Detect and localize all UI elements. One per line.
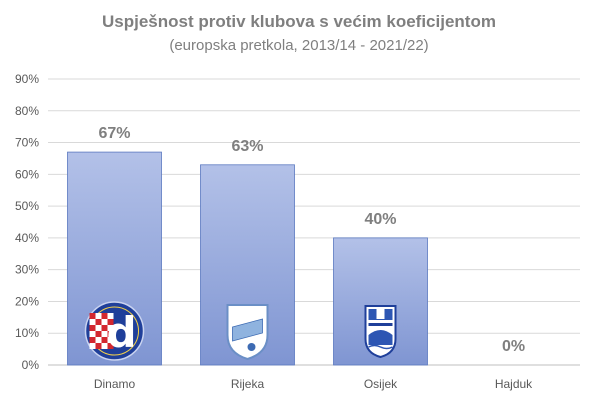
y-tick-label: 50% bbox=[15, 199, 39, 213]
x-tick-label: Hajduk bbox=[495, 377, 533, 391]
svg-text:d: d bbox=[106, 308, 136, 357]
osijek-logo bbox=[364, 305, 397, 359]
y-tick-label: 80% bbox=[15, 104, 39, 118]
y-tick-label: 70% bbox=[15, 136, 39, 150]
club-logos: d bbox=[84, 301, 397, 361]
dinamo-logo: d bbox=[84, 301, 145, 361]
bars bbox=[67, 151, 428, 366]
y-tick-label: 30% bbox=[15, 263, 39, 277]
chart-subtitle: (europska pretkola, 2013/14 - 2021/22) bbox=[169, 37, 428, 54]
y-tick-label: 20% bbox=[15, 294, 39, 308]
x-tick-label: Dinamo bbox=[94, 377, 136, 391]
x-axis-ticks: Dinamo Rijeka Osijek Hajduk bbox=[94, 377, 533, 391]
data-label-osijek: 40% bbox=[364, 211, 396, 228]
y-tick-label: 0% bbox=[22, 358, 40, 372]
x-tick-label: Rijeka bbox=[231, 377, 265, 391]
y-tick-label: 90% bbox=[15, 72, 39, 86]
data-labels: 67% 63% 40% 0% bbox=[98, 125, 525, 355]
y-tick-label: 10% bbox=[15, 326, 39, 340]
x-tick-label: Osijek bbox=[364, 377, 398, 391]
chart-title: Uspješnost protiv klubova s većim koefic… bbox=[102, 12, 496, 31]
y-tick-label: 40% bbox=[15, 231, 39, 245]
data-label-rijeka: 63% bbox=[231, 138, 263, 155]
rijeka-logo bbox=[226, 304, 269, 361]
data-label-hajduk: 0% bbox=[502, 338, 525, 355]
data-label-dinamo: 67% bbox=[98, 125, 130, 142]
y-axis-ticks: 0% 10% 20% 30% 40% 50% 60% 70% 80% 90% bbox=[15, 72, 39, 372]
y-tick-label: 60% bbox=[15, 167, 39, 181]
